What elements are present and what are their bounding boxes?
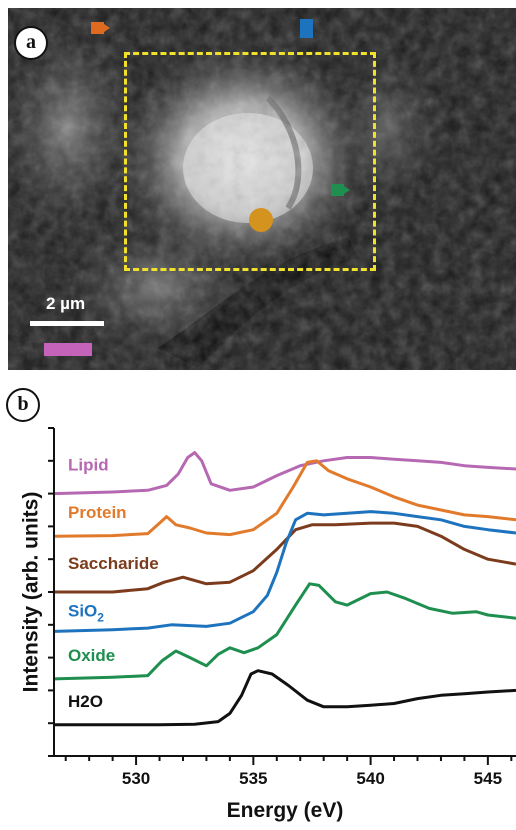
lipid-color-swatch xyxy=(44,343,92,356)
series-line-lipid xyxy=(53,451,516,496)
series-label-protein: Protein xyxy=(68,503,127,522)
y-axis-label: Intensity (arb. units) xyxy=(20,492,43,693)
blue-marker-icon xyxy=(300,19,313,38)
region-of-interest-box xyxy=(124,52,376,271)
series-line-sio2 xyxy=(53,510,516,633)
series-label-lipid: Lipid xyxy=(68,456,109,475)
series-label-oxide: Oxide xyxy=(68,646,115,665)
scale-bar-label: 2 µm xyxy=(46,294,86,313)
panel-a-label: a xyxy=(14,26,48,60)
series-label-saccharide: Saccharide xyxy=(68,554,159,573)
micrograph-panel: 2 µm a xyxy=(8,8,516,370)
x-ticks: 530 535 540 545 xyxy=(48,427,513,788)
orange-marker-icon xyxy=(91,22,110,34)
x-tick-label: 545 xyxy=(474,769,502,788)
panel-b-label: b xyxy=(6,388,40,422)
series-labels: Lipid Protein Saccharide SiO2 Oxide H2O xyxy=(68,456,159,711)
series-line-protein xyxy=(53,459,516,538)
series-layer xyxy=(53,451,516,727)
series-line-saccharide xyxy=(54,521,516,594)
series-line-h2o xyxy=(54,669,516,727)
x-tick-label: 530 xyxy=(122,769,150,788)
green-marker-icon xyxy=(331,184,350,196)
scale-bar xyxy=(30,321,104,326)
x-tick-label: 535 xyxy=(239,769,267,788)
micrograph-image xyxy=(8,8,516,370)
series-label-sio2: SiO2 xyxy=(68,602,104,625)
series-label-h2o: H2O xyxy=(68,692,103,711)
x-tick-label: 540 xyxy=(356,769,384,788)
spectra-panel: b Lipid Protein Saccharide SiO2 Oxide H2O 530… xyxy=(0,378,516,825)
series-line-oxide xyxy=(53,582,516,681)
x-axis-label: Energy (eV) xyxy=(227,799,344,822)
gold-marker-icon xyxy=(249,208,273,232)
